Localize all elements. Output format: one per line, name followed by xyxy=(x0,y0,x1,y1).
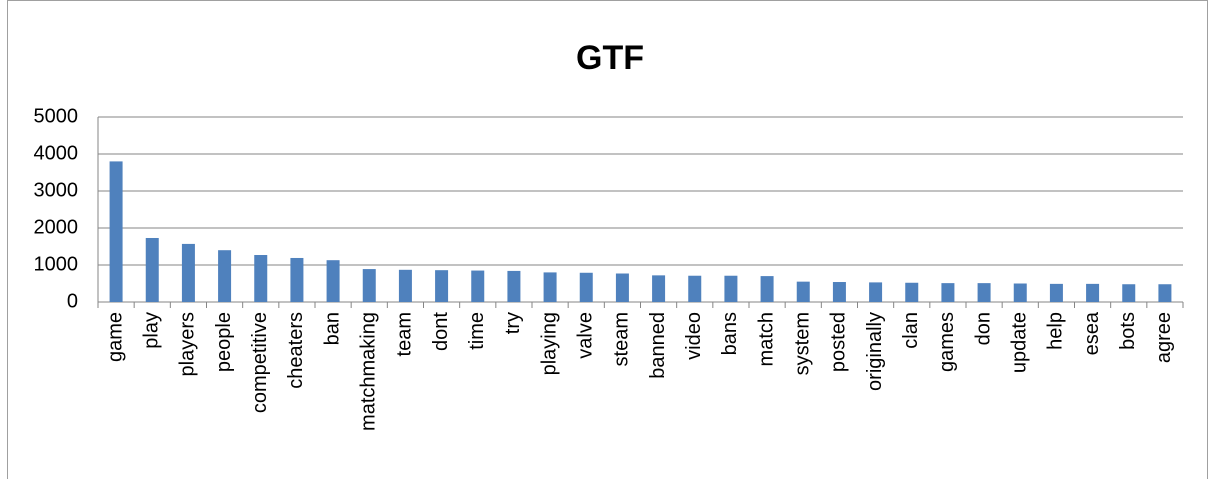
x-tick-label: steam xyxy=(611,312,633,366)
bar xyxy=(181,243,195,302)
x-tick-label: play xyxy=(141,312,163,349)
x-tick-label: team xyxy=(394,312,416,356)
y-tick-label: 2000 xyxy=(34,216,79,238)
x-tick-label: esea xyxy=(1081,311,1103,355)
bar xyxy=(796,281,810,302)
bar xyxy=(1049,283,1063,302)
x-tick-label: posted xyxy=(828,312,850,372)
bar xyxy=(1122,284,1136,302)
bar xyxy=(724,275,738,302)
bar xyxy=(326,260,340,302)
bar xyxy=(688,275,702,302)
x-tick-label: match xyxy=(755,312,777,366)
bar xyxy=(435,270,449,302)
bar xyxy=(109,161,123,302)
x-tick-label: playing xyxy=(538,312,560,375)
x-tick-label: try xyxy=(502,312,524,334)
bar xyxy=(1086,283,1100,302)
x-tick-label: bans xyxy=(719,312,741,355)
bar xyxy=(941,283,955,302)
x-tick-label: don xyxy=(972,312,994,345)
x-tick-label: update xyxy=(1009,312,1031,373)
bar xyxy=(290,257,304,302)
x-tick-label: people xyxy=(213,312,235,372)
bar xyxy=(1158,284,1172,302)
bar xyxy=(977,283,991,302)
x-tick-label: system xyxy=(792,312,814,375)
bar xyxy=(507,270,521,302)
chart-title: GTF xyxy=(576,39,644,77)
x-tick-label: competitive xyxy=(249,312,271,413)
bar xyxy=(471,270,485,302)
x-tick-label: clan xyxy=(900,312,922,349)
x-tick-label: valve xyxy=(575,312,597,359)
bar xyxy=(760,276,774,302)
bar xyxy=(218,250,232,302)
bar xyxy=(398,269,412,302)
x-tick-label: games xyxy=(936,312,958,372)
chart-frame xyxy=(7,0,1208,479)
bar xyxy=(652,275,666,302)
bar xyxy=(579,272,593,302)
x-tick-label: video xyxy=(683,312,705,360)
bar xyxy=(1013,283,1027,302)
x-tick-label: bots xyxy=(1117,312,1139,350)
bar xyxy=(543,272,557,302)
y-tick-label: 0 xyxy=(67,290,78,312)
bar xyxy=(145,237,159,302)
y-tick-label: 3000 xyxy=(34,179,79,201)
bar xyxy=(869,282,883,302)
bar xyxy=(362,269,376,302)
x-tick-label: dont xyxy=(430,312,452,351)
x-tick-label: agree xyxy=(1153,312,1175,363)
x-tick-label: cheaters xyxy=(285,312,307,389)
x-tick-label: banned xyxy=(647,312,669,379)
x-tick-label: time xyxy=(466,312,488,350)
x-tick-label: originally xyxy=(864,312,886,391)
y-tick-label: 5000 xyxy=(34,105,79,127)
x-tick-label: players xyxy=(177,312,199,376)
y-tick-label: 1000 xyxy=(34,253,79,275)
bar xyxy=(905,282,919,302)
bar xyxy=(254,255,268,302)
x-tick-label: help xyxy=(1045,312,1067,350)
bar xyxy=(832,282,846,302)
y-tick-label: 4000 xyxy=(34,142,79,164)
x-tick-label: matchmaking xyxy=(358,312,380,431)
x-tick-label: game xyxy=(104,312,126,362)
bar xyxy=(615,273,629,302)
x-tick-label: ban xyxy=(321,312,343,345)
